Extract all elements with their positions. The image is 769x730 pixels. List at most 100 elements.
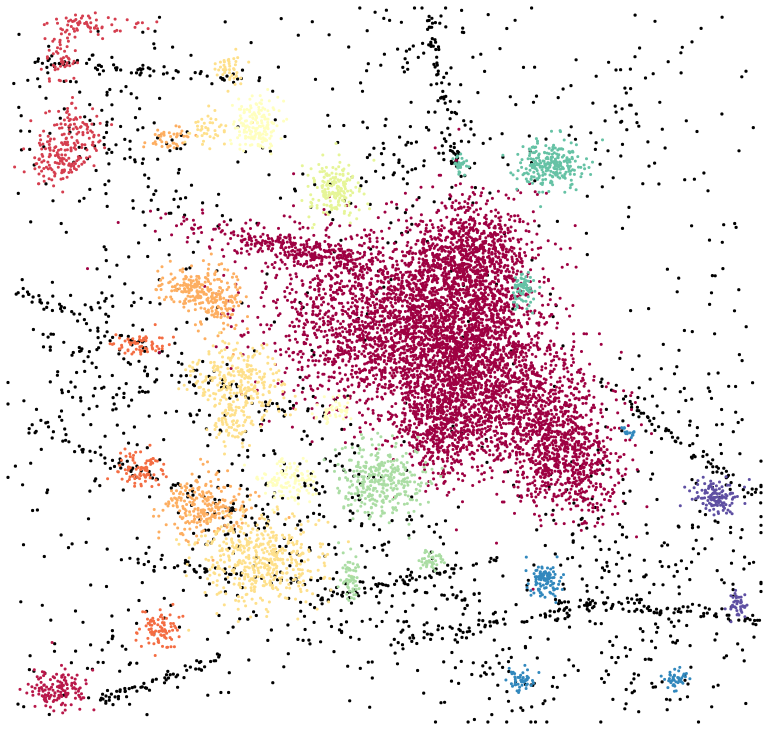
c-top-left-red-point <box>55 17 58 21</box>
c-central-main-point <box>535 341 539 345</box>
c-central-main-point <box>415 369 419 373</box>
noise-point <box>42 554 46 559</box>
c-central-main-point <box>338 326 341 330</box>
c-central-main-point <box>283 290 287 293</box>
c-central-main-point <box>352 390 356 394</box>
noise-point <box>666 606 670 610</box>
noise-point <box>379 63 383 67</box>
noise-point <box>759 531 763 535</box>
noise-point <box>152 192 156 196</box>
c-top-left-red-point <box>55 123 59 127</box>
c-central-main-point <box>601 522 605 526</box>
noise-point <box>141 126 145 130</box>
c-central-main-point <box>361 336 365 340</box>
noise-point <box>88 187 92 191</box>
noise-point <box>626 600 630 605</box>
c-top-left-red-point <box>65 63 69 67</box>
noise-point <box>348 509 352 513</box>
noise-point <box>435 82 439 86</box>
c-bottom-left-crimson-point <box>60 675 64 679</box>
noise-point <box>442 75 446 79</box>
noise-point <box>602 680 606 685</box>
c-central-main-point <box>524 343 528 347</box>
noise-point <box>406 140 410 144</box>
noise-point <box>185 668 189 672</box>
noise-point <box>688 423 692 427</box>
noise-point <box>637 415 641 419</box>
noise-point <box>647 657 651 661</box>
c-central-main-point <box>478 360 482 364</box>
c-central-main-point <box>496 346 500 350</box>
noise-point <box>744 69 748 73</box>
noise-point <box>645 531 649 535</box>
noise-point <box>6 380 10 385</box>
noise-point <box>172 197 176 201</box>
c-top-left-red-point <box>59 60 63 64</box>
noise-point <box>122 357 126 361</box>
noise-point <box>157 15 162 19</box>
noise-point <box>425 632 429 636</box>
c-top-left-red-point <box>79 156 83 160</box>
c-central-main-point <box>351 301 354 305</box>
noise-point <box>593 147 598 151</box>
noise-point <box>252 349 257 353</box>
noise-point <box>289 576 293 581</box>
noise-point <box>103 456 107 460</box>
noise-point <box>476 91 480 95</box>
noise-point <box>158 96 162 100</box>
noise-point <box>641 629 645 634</box>
noise-point <box>434 40 438 44</box>
c-bottom-left-crimson-point <box>45 700 49 704</box>
noise-point <box>147 688 152 692</box>
noise-point <box>206 381 211 385</box>
c-central-main-point <box>266 247 270 251</box>
noise-point <box>234 394 238 398</box>
noise-point <box>126 334 130 338</box>
noise-point <box>139 296 143 300</box>
noise-point <box>88 328 92 332</box>
noise-point <box>661 411 665 415</box>
c-top-left-red-point <box>74 18 78 21</box>
noise-point <box>302 614 307 618</box>
c-bottom-left-crimson-point <box>70 681 74 685</box>
noise-point <box>170 138 174 142</box>
noise-point <box>360 619 364 623</box>
c-central-main-point <box>538 490 542 494</box>
c-central-main-point <box>392 436 396 440</box>
noise-point <box>52 649 57 653</box>
c-central-main-point <box>537 393 541 397</box>
noise-point <box>357 637 361 641</box>
noise-point <box>436 99 440 103</box>
noise-point <box>654 622 658 626</box>
c-central-main-point <box>493 444 497 448</box>
noise-point <box>567 625 572 629</box>
c-central-main-point <box>355 233 359 237</box>
c-top-left-red-point <box>45 21 49 25</box>
noise-point <box>473 186 477 190</box>
noise-point <box>175 146 179 151</box>
noise-point <box>210 82 214 86</box>
noise-point <box>107 147 111 151</box>
noise-point <box>594 141 598 145</box>
noise-point <box>333 525 337 529</box>
noise-point <box>443 101 447 105</box>
noise-point <box>327 124 332 128</box>
noise-point <box>327 542 331 547</box>
noise-point <box>671 640 675 644</box>
c-central-main-point <box>493 375 497 379</box>
c-central-main-point <box>568 314 572 318</box>
noise-point <box>637 386 641 390</box>
noise-point <box>112 464 117 469</box>
noise-point <box>459 139 463 143</box>
c-central-main-point <box>467 300 471 304</box>
noise-point <box>349 635 353 639</box>
noise-point <box>318 420 322 424</box>
noise-point <box>46 425 51 429</box>
c-central-main-point <box>436 391 440 395</box>
noise-point <box>720 607 724 611</box>
c-central-main-point <box>375 245 379 249</box>
c-central-main-point <box>423 251 426 255</box>
noise-point <box>634 112 638 116</box>
noise-point <box>423 590 427 595</box>
noise-point <box>312 353 316 357</box>
